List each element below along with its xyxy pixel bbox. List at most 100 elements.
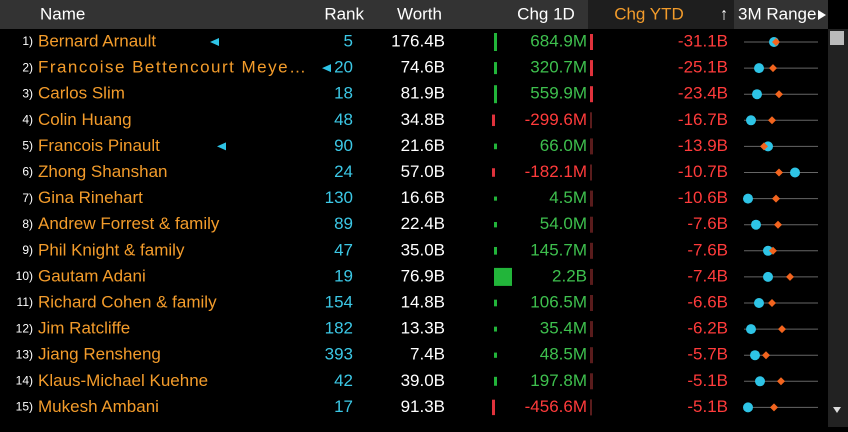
range-current	[752, 89, 762, 100]
rank: 47	[334, 240, 353, 259]
range-current	[746, 115, 756, 126]
name: Zhong Shanshan	[38, 162, 168, 181]
worth: 91.3B	[401, 397, 445, 416]
range-arrow-icon	[818, 10, 826, 20]
chg-ytd: -6.2B	[687, 319, 728, 338]
header-worth[interactable]: Worth	[397, 4, 442, 23]
chg-1d-bar	[494, 143, 497, 150]
row-number: 2)	[22, 60, 33, 74]
worth: 34.8B	[401, 110, 445, 129]
row-number: 14)	[16, 373, 33, 387]
range-marker	[768, 299, 776, 307]
header-3m-range[interactable]: 3M Range	[738, 4, 816, 23]
chg-ytd: -10.7B	[678, 162, 728, 181]
chg-1d-bar	[494, 222, 497, 228]
chg-1d: 54.0M	[540, 214, 587, 233]
name: Bernard Arnault	[38, 31, 156, 50]
range-marker	[772, 194, 780, 203]
chg-1d-bar	[494, 376, 497, 386]
worth: 22.4B	[401, 214, 445, 233]
rank: 393	[325, 345, 353, 364]
chg-1d-bar	[494, 352, 497, 358]
header-rank[interactable]: Rank	[324, 4, 364, 23]
name: Jim Ratcliffe	[38, 319, 130, 338]
worth: 35.0B	[401, 240, 445, 259]
chg-1d-tick	[590, 34, 593, 50]
chg-1d-bar	[494, 62, 497, 75]
chg-1d-tick	[590, 86, 593, 103]
name: Gina Rinehart	[38, 188, 143, 207]
chg-1d-tick	[590, 295, 593, 311]
worth: 13.3B	[401, 319, 445, 338]
range-marker	[760, 142, 768, 151]
scrollbar-track[interactable]	[828, 29, 848, 427]
header-sorted-bg	[588, 0, 734, 29]
chg-ytd: -5.1B	[687, 371, 728, 390]
rank: 17	[334, 397, 353, 416]
range-current	[743, 402, 753, 413]
chg-1d: 4.5M	[549, 188, 587, 207]
header-chg-1d[interactable]: Chg 1D	[517, 4, 575, 23]
header-chg-ytd[interactable]: Chg YTD	[614, 4, 684, 23]
name: Mukesh Ambani	[38, 397, 159, 416]
rank: 89	[334, 214, 353, 233]
row-number: 7)	[22, 191, 33, 205]
chg-1d: -456.6M	[525, 397, 587, 416]
sort-indicator[interactable]: ↑	[720, 4, 729, 23]
chg-ytd: -5.1B	[687, 397, 728, 416]
range-marker	[778, 325, 786, 334]
range-marker	[769, 64, 777, 73]
range-current	[751, 219, 761, 230]
rank: 19	[334, 266, 353, 285]
chg-ytd: -10.6B	[678, 188, 728, 207]
name: Richard Cohen & family	[38, 292, 217, 311]
chg-1d-bar	[494, 246, 497, 255]
range-marker	[786, 272, 794, 281]
name: Jiang Rensheng	[38, 345, 161, 364]
chg-1d-tick	[590, 216, 593, 233]
rank: 20	[334, 58, 353, 77]
chg-1d-bar	[492, 114, 495, 127]
rank: 5	[344, 31, 353, 50]
chg-1d: 320.7M	[530, 58, 587, 77]
chg-1d-bar	[494, 196, 497, 201]
chg-1d: 684.9M	[530, 31, 587, 50]
chg-1d-bar	[494, 33, 497, 51]
range-current	[743, 193, 753, 204]
range-current	[790, 167, 800, 178]
chg-1d-tick	[590, 138, 593, 155]
chg-1d-bar	[494, 326, 497, 332]
scrollbar-thumb[interactable]	[830, 31, 844, 45]
row-number: 8)	[22, 217, 33, 231]
chg-1d: 559.9M	[530, 84, 587, 103]
name: Colin Huang	[38, 110, 132, 129]
worth: 14.8B	[401, 292, 445, 311]
chg-ytd: -16.7B	[678, 110, 728, 129]
rank: 42	[334, 371, 353, 390]
worth: 81.9B	[401, 84, 445, 103]
range-marker	[769, 246, 777, 255]
chg-1d: 106.5M	[530, 292, 587, 311]
range-current	[763, 245, 773, 256]
rank: 90	[334, 136, 353, 155]
flag-arrow	[322, 64, 331, 73]
chg-1d-tick	[590, 347, 593, 364]
row-number: 9)	[22, 243, 33, 257]
range-marker	[762, 351, 770, 360]
range-marker	[772, 38, 780, 46]
chg-1d-tick	[590, 60, 593, 77]
row-number: 12)	[16, 321, 33, 335]
worth: 39.0B	[401, 371, 445, 390]
row-number: 10)	[16, 269, 33, 283]
name: Phil Knight & family	[38, 240, 185, 259]
range-current	[763, 271, 773, 282]
chg-1d-tick	[590, 373, 593, 390]
flag-arrow	[210, 38, 219, 46]
chg-1d-tick	[590, 164, 592, 181]
chg-1d: 2.2B	[552, 266, 587, 285]
header-name[interactable]: Name	[40, 4, 85, 23]
chg-1d-tick	[590, 112, 592, 129]
range-marker	[768, 116, 776, 125]
scroll-down-arrow[interactable]	[833, 407, 841, 413]
